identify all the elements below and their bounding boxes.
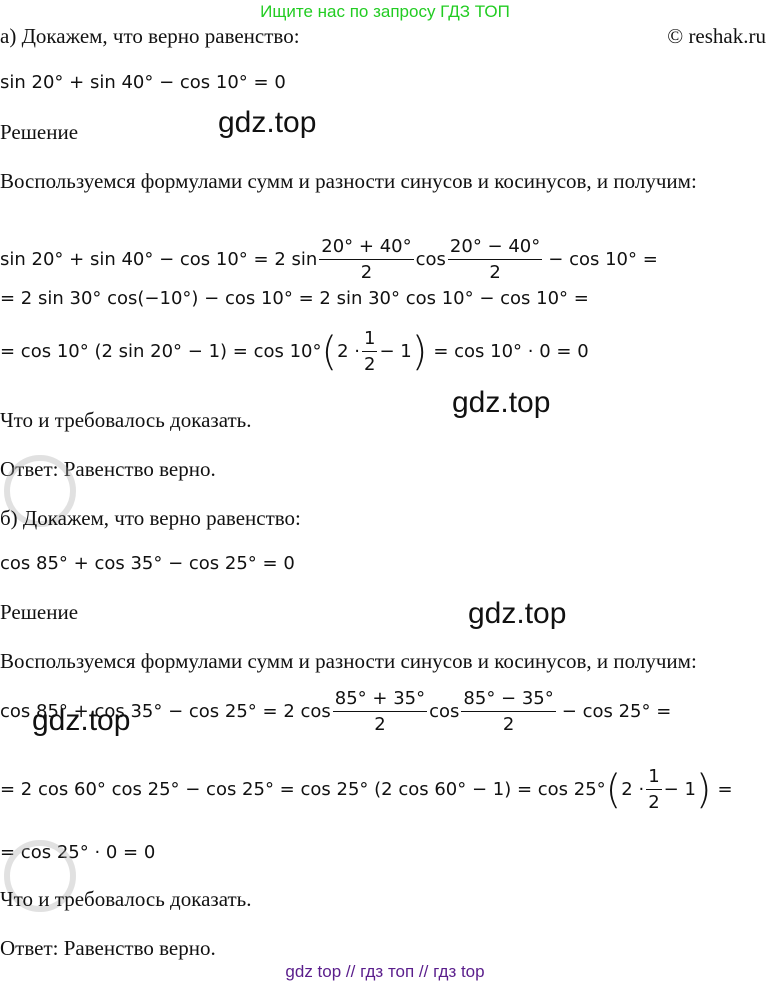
eq-mid: cos bbox=[429, 701, 460, 722]
denominator: 2 bbox=[360, 262, 373, 283]
denominator: 2 bbox=[648, 792, 660, 813]
watermark-gdz: gdz.top bbox=[468, 597, 567, 630]
denominator: 2 bbox=[374, 714, 386, 735]
copyright: © reshak.ru bbox=[667, 24, 766, 48]
paren-b: − 1 bbox=[663, 779, 696, 800]
numerator: 20° + 40° bbox=[319, 236, 414, 260]
paren-a: 2 · bbox=[337, 341, 361, 362]
part-a-solution-label: Решение bbox=[0, 120, 79, 144]
paren-a: 2 · bbox=[621, 779, 645, 800]
eq-rhs: = bbox=[717, 779, 733, 800]
numerator: 20° − 40° bbox=[447, 236, 543, 260]
denominator: 2 bbox=[364, 354, 376, 375]
eq-lhs: cos 85° + cos 35° − cos 25° = 2 cos bbox=[0, 701, 331, 722]
part-b-statement: cos 85° + cos 35° − cos 25° = 0 bbox=[0, 553, 295, 574]
part-a-intro: Воспользуемся формулами сумм и разности … bbox=[0, 169, 697, 193]
reshak-stamp-ring bbox=[4, 455, 76, 527]
numerator: 1 bbox=[362, 328, 378, 352]
paren-open: ( bbox=[605, 766, 622, 813]
search-banner[interactable]: Ищите нас по запросу ГДЗ ТОП bbox=[260, 2, 510, 21]
watermark-gdz: gdz.top bbox=[218, 106, 317, 139]
fraction: 85° + 35° 2 bbox=[332, 688, 428, 735]
part-b-done: Что и требовалось доказать. bbox=[0, 887, 252, 911]
eq-rhs: − cos 10° = bbox=[548, 249, 658, 270]
part-b-intro: Воспользуемся формулами сумм и разности … bbox=[0, 649, 697, 673]
paren-close: ) bbox=[411, 328, 428, 375]
part-b-eq1: cos 85° + cos 35° − cos 25° = 2 cos 85° … bbox=[0, 688, 671, 735]
part-b-answer: Ответ: Равенство верно. bbox=[0, 936, 216, 960]
numerator: 85° + 35° bbox=[332, 688, 428, 712]
numerator: 1 bbox=[646, 766, 662, 790]
eq-lhs: = 2 cos 60° cos 25° − cos 25° = cos 25° … bbox=[0, 779, 606, 800]
part-a-done: Что и требовалось доказать. bbox=[0, 408, 252, 432]
part-b-title: б) Докажем, что верно равенство: bbox=[0, 506, 301, 530]
paren-open: ( bbox=[321, 328, 338, 375]
fraction: 20° + 40° 2 bbox=[319, 236, 414, 283]
part-a-eq1: sin 20° + sin 40° − cos 10° = 2 sin 20° … bbox=[0, 236, 658, 283]
denominator: 2 bbox=[489, 262, 501, 283]
part-a-eq2: = 2 sin 30° cos(−10°) − cos 10° = 2 sin … bbox=[0, 288, 589, 309]
eq-rhs: = cos 10° · 0 = 0 bbox=[433, 341, 589, 362]
part-b-solution-label: Решение bbox=[0, 600, 79, 624]
paren-b: − 1 bbox=[379, 341, 412, 362]
denominator: 2 bbox=[502, 714, 515, 735]
paren-close: ) bbox=[695, 766, 712, 813]
watermark-gdz: gdz.top bbox=[452, 386, 551, 419]
eq-lhs: = cos 10° (2 sin 20° − 1) = cos 10° bbox=[0, 341, 322, 362]
part-b-eq2: = 2 cos 60° cos 25° − cos 25° = cos 25° … bbox=[0, 766, 733, 813]
numerator: 85° − 35° bbox=[461, 688, 556, 712]
part-a-eq3: = cos 10° (2 sin 20° − 1) = cos 10° ( 2 … bbox=[0, 328, 589, 375]
fraction: 85° − 35° 2 bbox=[461, 688, 556, 735]
part-a-statement: sin 20° + sin 40° − cos 10° = 0 bbox=[0, 72, 286, 93]
fraction: 20° − 40° 2 bbox=[447, 236, 543, 283]
part-a-title: а) Докажем, что верно равенство: bbox=[0, 24, 300, 48]
footer-links[interactable]: gdz top // гдз топ // гдз top bbox=[285, 962, 485, 981]
eq-lhs: sin 20° + sin 40° − cos 10° = 2 sin bbox=[0, 249, 318, 270]
eq-mid: cos bbox=[415, 249, 446, 270]
eq-rhs: − cos 25° = bbox=[561, 701, 672, 722]
watermark-gdz: gdz.top bbox=[32, 704, 131, 737]
reshak-stamp-ring bbox=[4, 840, 76, 912]
